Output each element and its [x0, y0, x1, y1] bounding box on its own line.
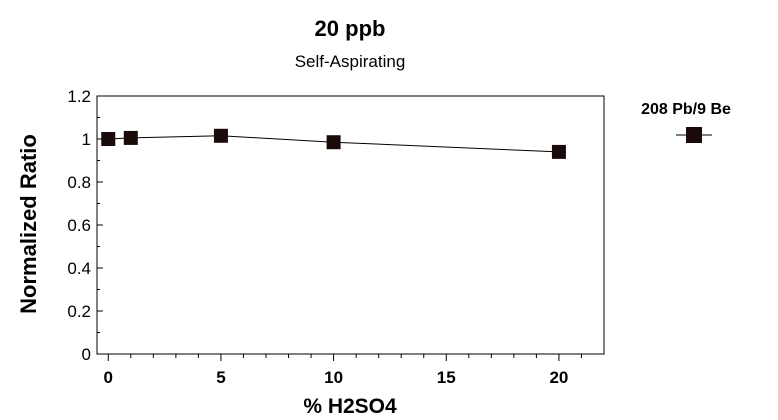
x-tick-label: 20: [549, 368, 568, 387]
y-tick-label: 0.2: [67, 302, 91, 321]
data-point: [326, 135, 341, 150]
series-layer: [101, 128, 566, 159]
x-tick-label: 0: [104, 368, 113, 387]
x-tick-label: 15: [437, 368, 456, 387]
y-tick-label: 0.8: [67, 173, 91, 192]
ticks: 0 0.2 0.4 0.6 0.8 1 1.2 0 5 10 15 20: [67, 87, 582, 387]
axes: [96, 95, 605, 355]
y-tick-label: 1: [82, 130, 91, 149]
legend: 208 Pb/9 Be: [641, 101, 731, 143]
x-tick-label: 10: [324, 368, 343, 387]
y-tick-label: 0.6: [67, 216, 91, 235]
legend-label: 208 Pb/9 Be: [641, 101, 731, 118]
chart-title: 20 ppb: [315, 16, 386, 41]
chart-subtitle: Self-Aspirating: [295, 52, 406, 71]
y-tick-label: 1.2: [67, 87, 91, 106]
x-tick-label: 5: [216, 368, 225, 387]
x-axis-label: % H2SO4: [303, 395, 397, 418]
y-tick-label: 0.4: [67, 259, 91, 278]
data-point: [101, 132, 116, 146]
data-point: [213, 128, 228, 143]
legend-marker: [686, 127, 702, 143]
data-point: [123, 130, 138, 145]
data-point: [551, 144, 566, 159]
plot-frame: [96, 95, 605, 355]
y-axis-label: Normalized Ratio: [16, 134, 41, 314]
y-tick-label: 0: [82, 345, 91, 364]
